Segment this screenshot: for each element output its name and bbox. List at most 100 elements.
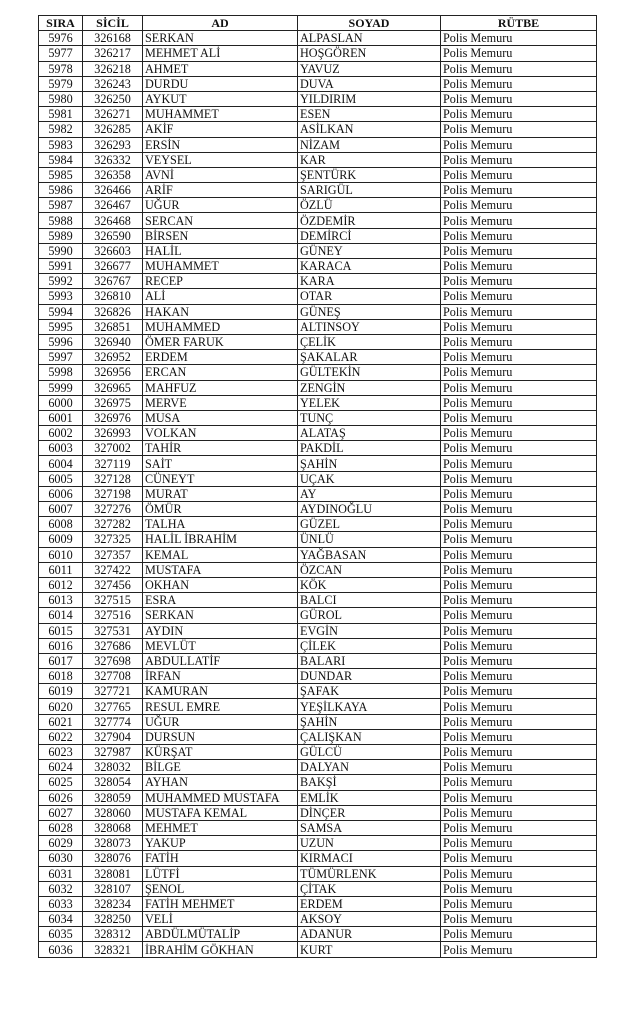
cell-soyad: ÇELİK (297, 333, 441, 351)
cell-ad: HAKAN (142, 303, 298, 320)
cell-ad: ESRA (142, 592, 298, 609)
cell-sicil: 326993 (82, 425, 143, 442)
cell-ad: KÜRŞAT (142, 743, 298, 761)
cell-sira: 6007 (38, 500, 83, 518)
table-row: 5990 326603 HALİL GÜNEY Polis Memuru (38, 242, 597, 260)
cell-sicil: 326218 (82, 60, 143, 77)
cell-ad: TAHİR (142, 440, 298, 457)
cell-sicil: 328076 (82, 850, 143, 867)
cell-rutbe: Polis Memuru (440, 333, 597, 351)
cell-rutbe: Polis Memuru (440, 136, 597, 153)
table-row: 6020 327765 RESUL EMRE YEŞİLKAYA Polis Memur… (38, 698, 597, 715)
cell-rutbe: Polis Memuru (440, 561, 597, 578)
table-row: 5980 326250 AYKUT YILDIRIM Polis Memuru (38, 90, 597, 108)
cell-ad: ABDÜLMÜTALİP (142, 926, 298, 943)
cell-ad: KAMURAN (142, 683, 298, 700)
table-row: 5982 326285 AKİF ASİLKAN Polis Memuru (38, 121, 597, 138)
cell-soyad: GÜLTEKİN (297, 364, 441, 381)
cell-soyad: BALCI (297, 592, 441, 609)
cell-rutbe: Polis Memuru (440, 774, 597, 791)
cell-sicil: 327282 (82, 516, 143, 533)
table-row: 5994 326826 HAKAN GÜNEŞ Polis Memuru (38, 303, 597, 320)
cell-sira: 6001 (38, 409, 83, 427)
table-row: 6014 327516 SERKAN GÜROL Polis Memuru (38, 607, 597, 624)
cell-sira: 6030 (38, 850, 83, 867)
cell-sira: 6015 (38, 622, 83, 639)
cell-rutbe: Polis Memuru (440, 759, 597, 776)
cell-rutbe: Polis Memuru (440, 182, 597, 199)
cell-ad: SERKAN (142, 30, 298, 47)
cell-sicil: 326965 (82, 379, 143, 396)
header-ad: AD (142, 14, 298, 32)
table-row: 5978 326218 AHMET YAVUZ Polis Memuru (38, 60, 597, 77)
cell-sira: 5994 (38, 303, 83, 320)
cell-rutbe: Polis Memuru (440, 576, 597, 594)
table-row: 5988 326468 SERCAN ÖZDEMİR Polis Memuru (38, 212, 597, 229)
cell-sicil: 328321 (82, 941, 143, 958)
cell-soyad: ALATAŞ (297, 425, 441, 442)
cell-sicil: 326332 (82, 151, 143, 168)
cell-ad: AYDIN (142, 622, 298, 639)
cell-ad: DURSUN (142, 728, 298, 746)
header-row: SIRA SİCİL AD SOYAD RÜTBE (38, 14, 597, 32)
cell-sira: 5977 (38, 45, 83, 62)
cell-soyad: DALYAN (297, 759, 441, 776)
cell-ad: VOLKAN (142, 425, 298, 442)
cell-sicil: 326851 (82, 318, 143, 335)
cell-rutbe: Polis Memuru (440, 257, 597, 275)
table-row: 6023 327987 KÜRŞAT GÜLCÜ Polis Memuru (38, 743, 597, 761)
cell-rutbe: Polis Memuru (440, 546, 597, 563)
cell-ad: MERVE (142, 394, 298, 411)
cell-soyad: GÜNEŞ (297, 303, 441, 320)
cell-sira: 5976 (38, 30, 83, 47)
cell-sicil: 327276 (82, 500, 143, 518)
cell-sira: 5993 (38, 288, 83, 305)
cell-sicil: 327422 (82, 561, 143, 578)
table-row: 6005 327128 CÜNEYT UÇAK Polis Memuru (38, 470, 597, 487)
cell-rutbe: Polis Memuru (440, 819, 597, 837)
cell-ad: İBRAHİM GÖKHAN (142, 941, 298, 958)
cell-soyad: AKSOY (297, 911, 441, 928)
cell-sicil: 328059 (82, 789, 143, 806)
cell-ad: SAİT (142, 455, 298, 472)
cell-ad: LÜTFİ (142, 865, 298, 882)
cell-ad: ALİ (142, 288, 298, 305)
cell-sira: 6008 (38, 516, 83, 533)
cell-sira: 6013 (38, 592, 83, 609)
cell-sira: 5986 (38, 182, 83, 199)
cell-soyad: YEŞİLKAYA (297, 698, 441, 715)
table-row: 5987 326467 UĞUR ÖZLÜ Polis Memuru (38, 197, 597, 214)
cell-sira: 6019 (38, 683, 83, 700)
table-row: 6008 327282 TALHA GÜZEL Polis Memuru (38, 516, 597, 533)
cell-soyad: SAMSA (297, 819, 441, 837)
cell-sira: 6006 (38, 485, 83, 503)
cell-ad: HALİL İBRAHİM (142, 531, 298, 548)
cell-ad: ERSİN (142, 136, 298, 153)
cell-rutbe: Polis Memuru (440, 637, 597, 654)
cell-sicil: 327721 (82, 683, 143, 700)
cell-sicil: 326677 (82, 257, 143, 275)
table-row: 6026 328059 MUHAMMED MUSTAFA EMLİK Polis Mem… (38, 789, 597, 806)
cell-sira: 6018 (38, 668, 83, 685)
table-row: 5996 326940 ÖMER FARUK ÇELİK Polis Memuru (38, 333, 597, 351)
table-row: 5995 326851 MUHAMMED ALTINSOY Polis Memuru (38, 318, 597, 335)
cell-ad: AKİF (142, 121, 298, 138)
cell-soyad: ERDEM (297, 895, 441, 913)
cell-soyad: DEMİRCİ (297, 227, 441, 244)
cell-rutbe: Polis Memuru (440, 60, 597, 77)
cell-rutbe: Polis Memuru (440, 622, 597, 639)
cell-soyad: ALPASLAN (297, 30, 441, 47)
cell-rutbe: Polis Memuru (440, 728, 597, 746)
cell-sicil: 327774 (82, 713, 143, 730)
cell-sicil: 326975 (82, 394, 143, 411)
cell-sicil: 327516 (82, 607, 143, 624)
cell-soyad: KAR (297, 151, 441, 168)
table-row: 5993 326810 ALİ OTAR Polis Memuru (38, 288, 597, 305)
table-row: 6013 327515 ESRA BALCI Polis Memuru (38, 592, 597, 609)
table-row: 6028 328068 MEHMET SAMSA Polis Memuru (38, 819, 597, 837)
cell-sira: 5997 (38, 349, 83, 366)
cell-rutbe: Polis Memuru (440, 531, 597, 548)
cell-sicil: 326940 (82, 333, 143, 351)
table-row: 6010 327357 KEMAL YAĞBASAN Polis Memuru (38, 546, 597, 563)
cell-rutbe: Polis Memuru (440, 318, 597, 335)
